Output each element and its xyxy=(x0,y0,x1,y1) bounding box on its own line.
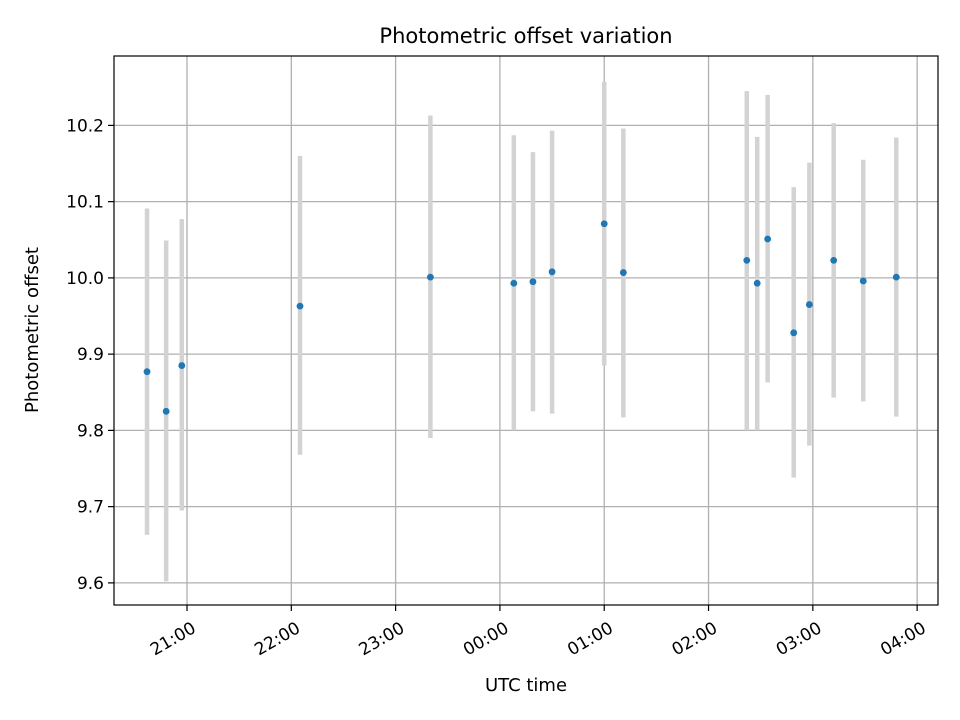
y-axis-title: Photometric offset xyxy=(22,247,43,413)
data-point xyxy=(764,235,772,243)
plot-frame xyxy=(113,55,939,606)
data-point xyxy=(529,278,537,286)
data-point xyxy=(743,256,751,264)
data-point xyxy=(790,329,798,337)
data-point xyxy=(162,407,170,415)
x-tick-label: 02:00 xyxy=(669,618,721,660)
y-tick-label: 10.2 xyxy=(66,116,104,136)
chart-title: Photometric offset variation xyxy=(379,24,672,48)
x-axis-ticks: 21:00 22:00 23:00 00:00 01:00 02:00 03:00 04:00 xyxy=(147,605,930,660)
data-point xyxy=(510,279,518,287)
data-point xyxy=(619,269,627,276)
y-axis-ticks: 9.6 9.7 9.8 9.9 10.0 10.1 10.2 xyxy=(66,116,114,594)
data-point xyxy=(859,277,867,285)
y-tick-label: 9.6 xyxy=(77,574,104,594)
data-point xyxy=(143,368,151,376)
x-tick-label: 22:00 xyxy=(251,618,303,660)
data-point xyxy=(426,273,434,281)
y-tick-label: 10.1 xyxy=(66,193,104,213)
x-axis-title: UTC time xyxy=(485,675,567,696)
data-point xyxy=(830,256,838,264)
y-tick-label: 9.7 xyxy=(77,498,104,518)
x-tick-label: 21:00 xyxy=(147,618,199,660)
y-tick-label: 10.0 xyxy=(66,269,104,289)
data-point xyxy=(805,301,813,308)
x-tick-label: 04:00 xyxy=(877,618,929,660)
y-tick-label: 9.8 xyxy=(77,421,104,441)
x-tick-label: 00:00 xyxy=(460,618,512,660)
data-point xyxy=(296,302,304,310)
data-point xyxy=(548,268,556,276)
x-tick-label: 03:00 xyxy=(773,618,825,660)
x-tick-label: 23:00 xyxy=(356,618,408,660)
x-tick-label: 01:00 xyxy=(564,618,616,660)
data-point xyxy=(600,220,608,228)
y-tick-label: 9.9 xyxy=(77,345,104,365)
marker-layer xyxy=(143,220,900,415)
data-point xyxy=(892,273,900,281)
data-point xyxy=(753,279,761,287)
data-point xyxy=(178,362,186,369)
grid-layer xyxy=(114,56,938,605)
